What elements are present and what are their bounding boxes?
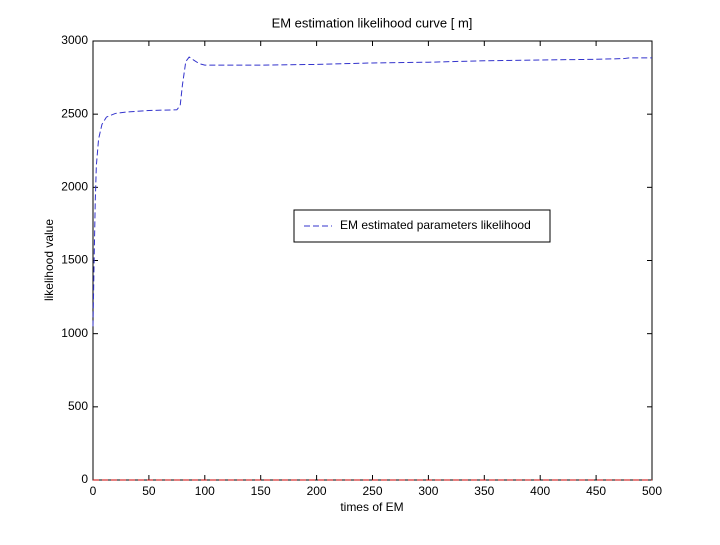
y-axis-label: likelihood value (42, 219, 56, 301)
x-tick-label: 50 (142, 484, 156, 498)
x-tick-label: 300 (418, 484, 438, 498)
x-tick-label: 150 (251, 484, 271, 498)
x-tick-label: 0 (90, 484, 97, 498)
chart-title: EM estimation likelihood curve [ m] (272, 15, 473, 30)
x-tick-label: 350 (474, 484, 494, 498)
legend-label: EM estimated parameters likelihood (340, 218, 531, 232)
y-tick-label: 0 (81, 472, 88, 486)
x-axis-label: times of EM (340, 500, 403, 514)
legend-box (293, 209, 551, 243)
data-line (92, 56, 652, 327)
y-tick-label: 3000 (61, 33, 88, 47)
x-tick-label: 250 (362, 484, 382, 498)
y-tick-label: 2500 (61, 106, 88, 120)
x-tick-label: 500 (642, 484, 662, 498)
y-tick-label: 1500 (61, 253, 88, 267)
x-tick-label: 200 (307, 484, 327, 498)
x-tick-label: 450 (586, 484, 606, 498)
y-tick-label: 1000 (61, 326, 88, 340)
x-tick-label: 100 (195, 484, 215, 498)
y-tick-label: 500 (68, 399, 88, 413)
x-tick-label: 400 (530, 484, 550, 498)
y-tick-label: 2000 (61, 180, 88, 194)
